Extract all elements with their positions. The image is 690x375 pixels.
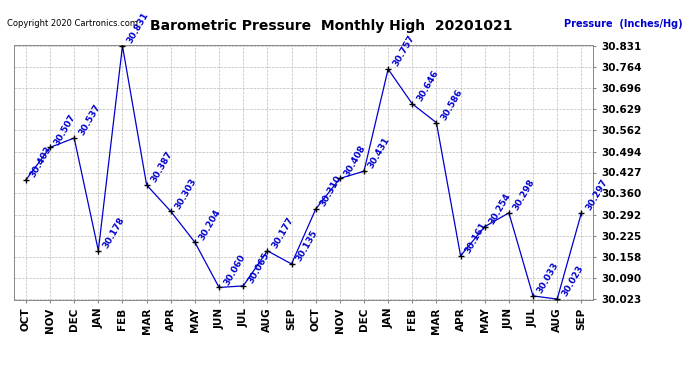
- Text: 30.403: 30.403: [29, 145, 54, 179]
- Text: Barometric Pressure  Monthly High  20201021: Barometric Pressure Monthly High 2020102…: [150, 19, 513, 33]
- Text: 30.135: 30.135: [295, 229, 319, 263]
- Text: 30.586: 30.586: [440, 87, 464, 122]
- Text: 30.065: 30.065: [246, 251, 271, 285]
- Text: 30.507: 30.507: [53, 112, 78, 147]
- Text: 30.023: 30.023: [560, 264, 585, 298]
- Text: 30.060: 30.060: [222, 252, 247, 287]
- Text: 30.831: 30.831: [126, 11, 150, 45]
- Text: 30.303: 30.303: [174, 176, 199, 211]
- Text: 30.297: 30.297: [584, 178, 609, 213]
- Text: 30.537: 30.537: [77, 103, 102, 137]
- Text: 30.431: 30.431: [367, 136, 392, 171]
- Text: 30.387: 30.387: [150, 150, 175, 184]
- Text: 30.310: 30.310: [319, 174, 344, 208]
- Text: 30.161: 30.161: [464, 220, 489, 255]
- Text: 30.408: 30.408: [343, 143, 368, 178]
- Text: 30.254: 30.254: [488, 191, 513, 226]
- Text: 30.178: 30.178: [101, 215, 126, 250]
- Text: 30.033: 30.033: [536, 261, 561, 295]
- Text: Pressure  (Inches/Hg): Pressure (Inches/Hg): [564, 19, 683, 29]
- Text: Copyright 2020 Cartronics.com: Copyright 2020 Cartronics.com: [7, 19, 138, 28]
- Text: 30.204: 30.204: [198, 207, 223, 242]
- Text: 30.177: 30.177: [270, 216, 295, 250]
- Text: 30.298: 30.298: [512, 178, 537, 212]
- Text: 30.757: 30.757: [391, 34, 416, 68]
- Text: 30.646: 30.646: [415, 69, 440, 103]
